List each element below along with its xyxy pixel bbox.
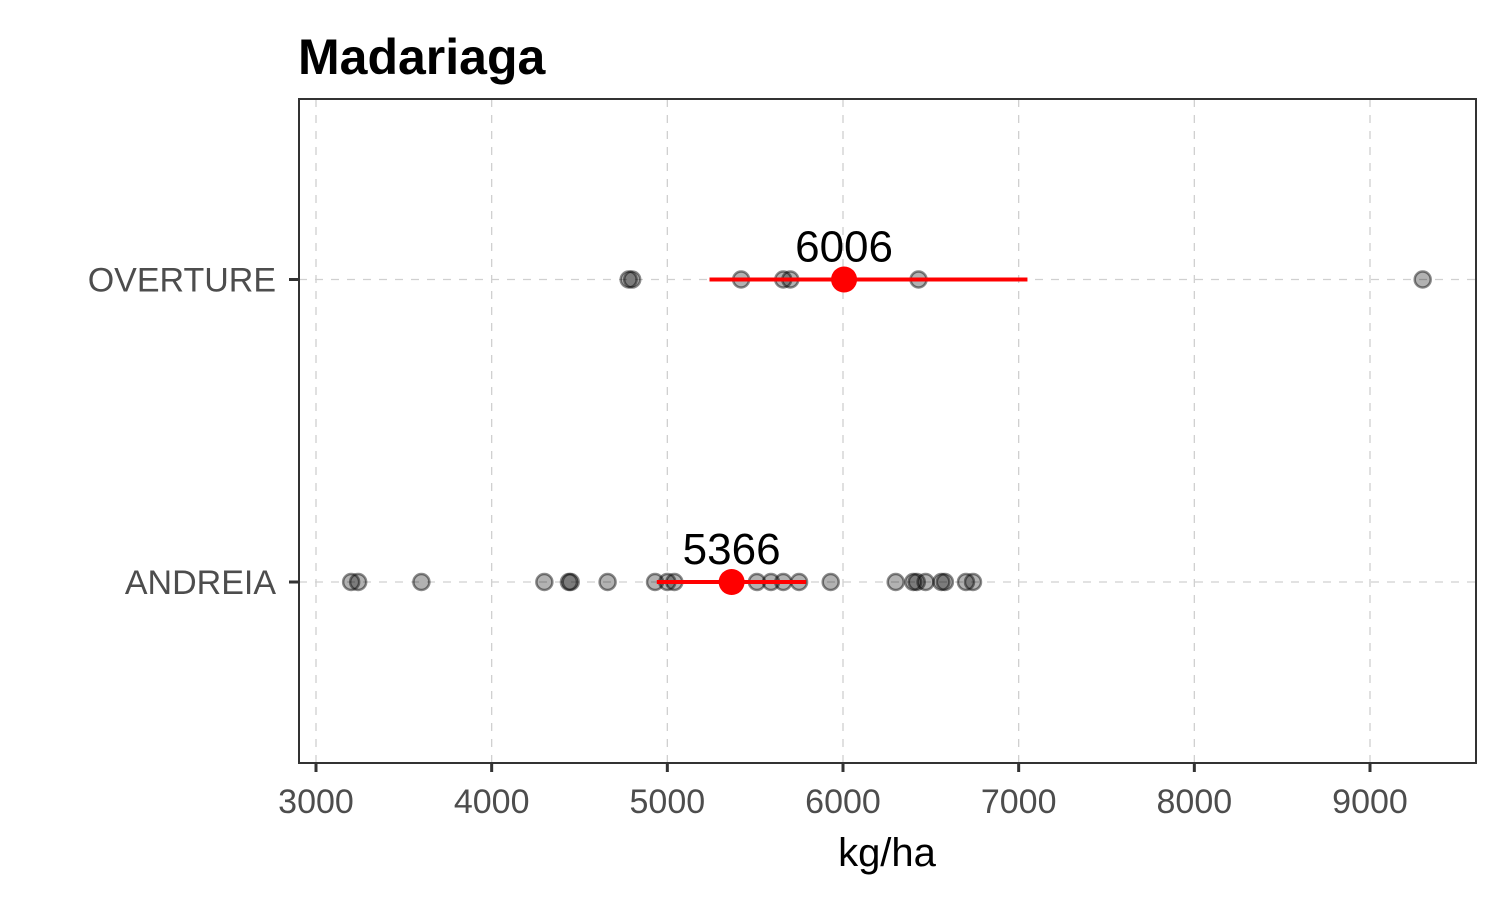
data-points: 6006 5366: [341, 223, 1432, 595]
mean-label: 6006: [795, 223, 893, 272]
mean-point: [831, 266, 858, 293]
observation-point: [622, 270, 642, 289]
observation-point: [412, 572, 431, 592]
observation-point: [886, 572, 905, 592]
observation-point: [904, 572, 923, 592]
observation-point: [907, 572, 927, 592]
observation-point: [535, 572, 554, 592]
mean-point: [718, 569, 745, 595]
observation-point: [963, 572, 983, 592]
x-tick-label: 8000: [1157, 783, 1233, 821]
x-tick-label: 5000: [630, 783, 706, 821]
observation-point: [932, 572, 951, 592]
observation-point: [1413, 270, 1432, 289]
x-tick-label: 7000: [981, 783, 1057, 821]
x-tick-label: 4000: [454, 783, 530, 821]
mean-label: 5366: [683, 525, 781, 574]
observation-point: [561, 572, 580, 592]
observation-point: [916, 572, 935, 592]
observation-point: [619, 270, 638, 289]
observation-point: [341, 572, 361, 592]
observation-point: [956, 572, 976, 592]
chart-title: Madariaga: [298, 29, 547, 85]
observation-point: [598, 572, 617, 592]
axis-ticks: 3000 4000 5000 6000 7000 8000 9000 ANDREIA OVERT…: [88, 262, 1408, 822]
y-tick-label: OVERTURE: [88, 262, 276, 300]
grid-lines: [299, 99, 1476, 763]
x-tick-label: 9000: [1332, 783, 1408, 821]
y-tick-label: ANDREIA: [125, 564, 276, 602]
observation-point: [935, 572, 955, 592]
observation-point: [348, 572, 368, 592]
x-tick-label: 3000: [278, 783, 354, 821]
plot-panel: [298, 98, 1477, 764]
x-axis-label: kg/ha: [838, 831, 937, 875]
observation-point: [821, 572, 840, 592]
observation-point: [559, 572, 579, 592]
x-tick-label: 6000: [805, 783, 881, 821]
